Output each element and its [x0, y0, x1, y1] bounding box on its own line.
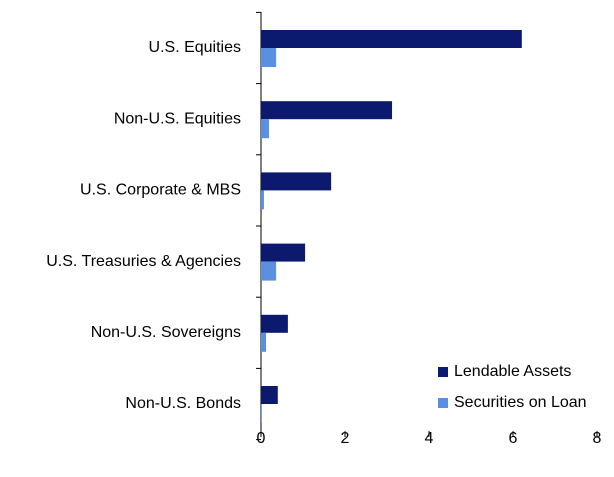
bar — [261, 404, 262, 423]
bar — [261, 48, 277, 67]
bar — [261, 261, 277, 281]
x-tick-label: 0 — [257, 430, 266, 447]
y-tick-label: Non-U.S. Sovereigns — [91, 324, 241, 341]
y-tick-label: U.S. Corporate & MBS — [80, 182, 241, 199]
x-tick-label: 6 — [509, 430, 518, 447]
bar — [261, 101, 393, 120]
x-tick-label: 8 — [593, 430, 602, 447]
bar — [261, 190, 264, 210]
legend-label: Lendable Assets — [454, 363, 571, 380]
y-tick-label: Non-U.S. Equities — [114, 110, 241, 127]
x-tick-label: 2 — [341, 430, 350, 447]
x-tick-label: 4 — [425, 430, 434, 447]
bar — [261, 119, 269, 139]
legend-swatch — [438, 367, 448, 377]
legend-label: Securities on Loan — [454, 394, 587, 411]
bar — [261, 386, 278, 404]
bar — [261, 243, 306, 262]
y-tick-label: U.S. Treasuries & Agencies — [46, 253, 241, 270]
y-tick-label: U.S. Equities — [149, 39, 241, 56]
bar — [261, 332, 267, 352]
bar — [261, 314, 288, 333]
legend-swatch — [438, 398, 448, 408]
bar — [261, 30, 522, 48]
y-tick-label: Non-U.S. Bonds — [125, 395, 241, 412]
bar — [261, 172, 332, 191]
